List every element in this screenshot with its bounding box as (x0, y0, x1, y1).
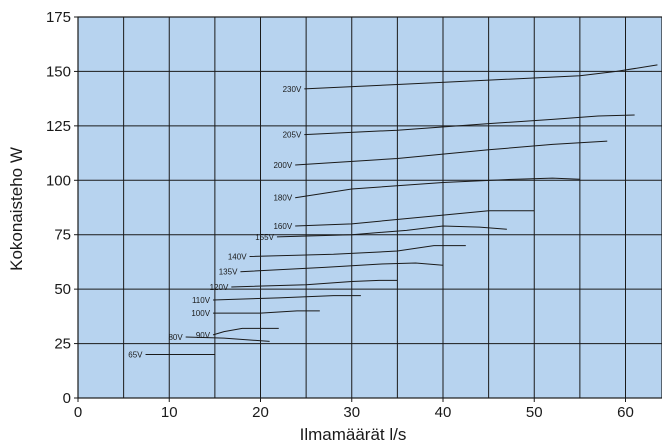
series-label: 200V (273, 161, 292, 170)
x-tick-label: 60 (617, 404, 634, 421)
series-label: 140V (228, 252, 247, 261)
series-label: 205V (283, 131, 302, 140)
x-tick-label: 40 (435, 404, 452, 421)
series-label: 110V (192, 296, 211, 305)
plot-area (78, 17, 662, 398)
series-label: 135V (219, 268, 238, 277)
series-label: 65V (128, 350, 143, 359)
x-tick-label: 20 (252, 404, 269, 421)
y-tick-label: 25 (54, 336, 71, 353)
plot-border (77, 16, 662, 399)
series-line (240, 262, 444, 273)
series-line (185, 336, 270, 342)
series-label: 180V (273, 194, 292, 203)
series-line (304, 64, 658, 90)
x-tick-label: 0 (74, 404, 82, 421)
series-label: 120V (210, 283, 229, 292)
x-tick-labels: 0 10 20 30 40 50 60 (74, 398, 634, 421)
x-axis-title: Ilmamäärät l/s (300, 425, 407, 443)
series-line (276, 225, 507, 238)
series-line (295, 140, 608, 166)
y-tick-label: 100 (46, 172, 71, 189)
grid-lines (78, 17, 662, 398)
x-tick-label: 50 (526, 404, 543, 421)
series-labels: 230V 205V 200V 180V 160V 155V 140V 135V 120V 110V… (128, 85, 302, 360)
series-line (249, 245, 466, 257)
y-tick-label: 175 (46, 9, 71, 26)
y-axis-title: Kokonaisteho W (7, 147, 26, 271)
series-label: 90V (196, 331, 211, 340)
series-line (295, 177, 580, 199)
series-line (295, 210, 535, 227)
y-tick-label: 125 (46, 118, 71, 135)
series-label: 100V (191, 309, 210, 318)
series-line (213, 295, 361, 301)
y-tick-labels: 0 25 50 75 100 125 150 175 (46, 9, 78, 407)
y-tick-label: 150 (46, 63, 71, 80)
series-line (213, 310, 320, 314)
series-line (231, 279, 398, 288)
series-label: 80V (168, 333, 183, 342)
series-label: 160V (273, 222, 292, 231)
y-tick-label: 50 (54, 281, 71, 298)
series-label: 230V (283, 85, 302, 94)
y-tick-label: 0 (63, 390, 71, 407)
y-tick-label: 75 (54, 227, 71, 244)
x-tick-label: 30 (343, 404, 360, 421)
series-lines (145, 64, 658, 355)
series-line (304, 114, 635, 136)
series-label: 155V (255, 233, 274, 242)
x-tick-label: 10 (161, 404, 178, 421)
series-line (212, 327, 279, 336)
